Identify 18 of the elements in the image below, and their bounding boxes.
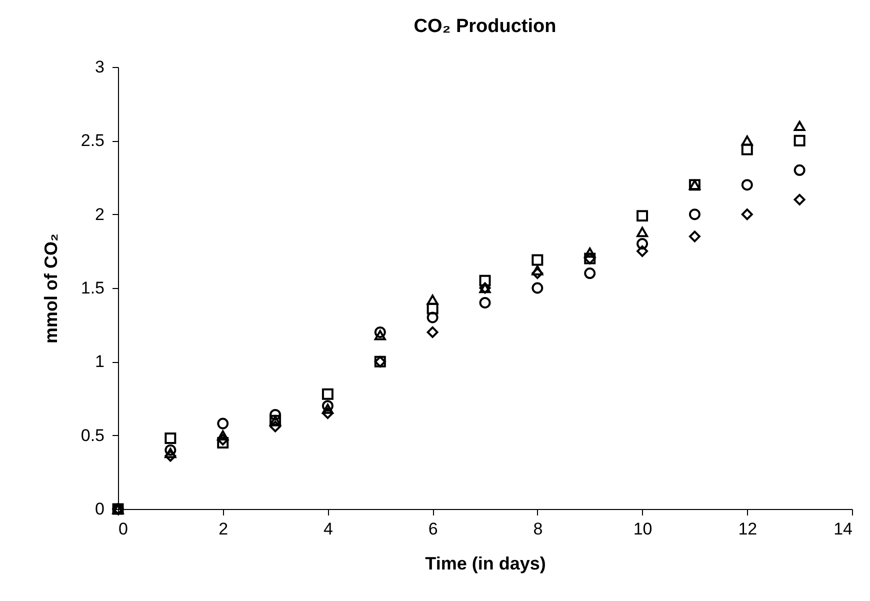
x-tick-label: 12 (738, 520, 758, 538)
y-tick-label: 1.5 (80, 278, 104, 298)
x-axis-title: Time (in days) (425, 554, 546, 574)
y-tick-label: 3 (95, 58, 104, 76)
x-tick-label: 4 (323, 520, 333, 538)
x-tick-label: 0 (118, 520, 128, 538)
x-tick-label: 2 (218, 520, 228, 538)
y-tick-label: 0 (95, 500, 104, 518)
chart-title: CO₂ Production (414, 16, 556, 37)
x-tick-label: 14 (834, 520, 852, 538)
y-tick-label: 2.5 (80, 131, 104, 150)
y-tick-label: 0.5 (80, 426, 104, 445)
x-tick-label: 8 (533, 520, 543, 538)
y-tick-label: 2 (95, 204, 104, 224)
y-axis-title: mmol of CO₂ (40, 234, 61, 344)
x-tick-label: 6 (428, 520, 438, 538)
y-tick-label: 1 (95, 352, 104, 372)
x-tick-label: 10 (633, 520, 652, 538)
